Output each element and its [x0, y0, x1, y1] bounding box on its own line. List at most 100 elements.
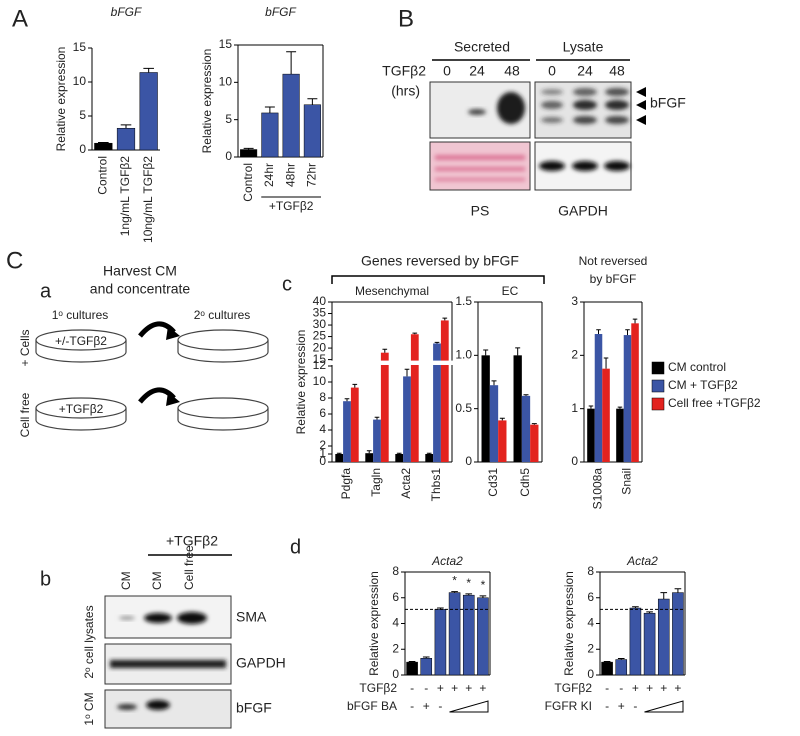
- band-label: GAPDH: [236, 655, 286, 671]
- y-tick-label: 2: [571, 348, 578, 362]
- bar: [261, 112, 279, 158]
- y-axis-label: Relative expression: [54, 47, 68, 152]
- chart-title: Mesenchymal: [355, 284, 429, 298]
- bar: [530, 424, 539, 462]
- chart-title: EC: [502, 284, 519, 298]
- chart-title: by bFGF: [590, 272, 637, 286]
- y-tick-label: 8: [319, 390, 326, 404]
- chart-title: Acta2: [431, 554, 463, 568]
- column-label: 1ᵒ cultures: [52, 308, 109, 322]
- y-tick-label: 15: [219, 37, 233, 51]
- error-bar: [596, 329, 601, 334]
- bracket: [331, 275, 545, 284]
- error-bar: [412, 332, 418, 335]
- bar: [395, 454, 404, 462]
- condition-sign: +: [479, 681, 486, 695]
- bar: [602, 368, 610, 462]
- western-blot-b: Secreted Lysate TGFβ2 (hrs) 0 24 48 0 24…: [382, 39, 686, 219]
- y-tick-label: 0.5: [455, 401, 472, 415]
- x-tick-label: 1ng/mL TGFβ2: [118, 156, 132, 237]
- error-bar: [374, 416, 380, 420]
- condition-sign: -: [424, 681, 428, 695]
- lane-label: CM: [119, 571, 133, 590]
- bar: [433, 343, 441, 462]
- band: [117, 704, 137, 710]
- band: [110, 660, 226, 668]
- lane-label: Cell free: [182, 545, 196, 590]
- bar: [425, 454, 434, 462]
- condition-sign: +: [423, 699, 430, 713]
- error-bar: [336, 452, 342, 454]
- arrowheads: [636, 87, 646, 125]
- y-tick-label: 10: [313, 374, 327, 388]
- panel-letter: A: [12, 5, 28, 32]
- bar: [481, 355, 490, 462]
- side-label: 2ᵒ cell lysates: [82, 605, 96, 678]
- group-label: +TGFβ2: [269, 199, 314, 213]
- bar: [448, 592, 461, 676]
- y-tick-label: 0: [392, 667, 399, 681]
- x-tick-label: Tagln: [369, 468, 383, 497]
- band-label: bFGF: [236, 700, 272, 716]
- y-tick-label: 0: [571, 454, 578, 468]
- bar: [406, 661, 418, 676]
- band: [177, 612, 207, 624]
- bar: [489, 385, 499, 462]
- bar: [615, 659, 628, 676]
- error-bar: [382, 348, 388, 353]
- error-bar: [408, 660, 416, 663]
- y-tick-label: 1: [319, 446, 326, 460]
- error-bar: [404, 368, 410, 377]
- y-tick-label: 0: [465, 454, 472, 468]
- condition-label: FGFR KI: [545, 699, 592, 713]
- y-axis-label: Relative expression: [562, 571, 576, 676]
- band-group: [539, 161, 630, 171]
- legend-swatch: [651, 379, 665, 393]
- treatment-label: +TGFβ2: [166, 533, 218, 549]
- condition-label: TGFβ2: [554, 681, 592, 695]
- condition-sign: +: [646, 681, 653, 695]
- error-bar: [632, 606, 639, 609]
- band: [497, 92, 525, 124]
- x-tick-label: Control: [241, 163, 255, 202]
- error-bar: [426, 452, 432, 454]
- bar: [303, 104, 321, 158]
- x-tick-label: Thbs1: [429, 468, 443, 502]
- y-tick-label: 12: [313, 358, 327, 372]
- dose-ramp: [644, 700, 684, 713]
- bar: [350, 387, 359, 462]
- y-tick-label: 4: [392, 616, 399, 630]
- error-bar: [523, 394, 529, 396]
- condition-sign: +: [451, 681, 458, 695]
- condition-sign: +: [618, 699, 625, 713]
- y-axis-label: Relative expression: [367, 571, 381, 676]
- band-group: [435, 155, 525, 181]
- condition-sign: -: [438, 699, 442, 713]
- bar: [643, 612, 656, 676]
- condition-label: TGFβ2: [359, 681, 397, 695]
- dishes: [35, 329, 269, 431]
- condition-sign: -: [605, 699, 609, 713]
- dish-label: +/-TGFβ2: [55, 334, 107, 348]
- axis-break: [326, 360, 454, 365]
- panel-letter: C: [6, 247, 23, 274]
- condition-sign: +: [632, 681, 639, 695]
- condition-sign: -: [619, 681, 623, 695]
- bar: [440, 320, 449, 462]
- bar: [410, 334, 419, 462]
- bar: [587, 408, 595, 462]
- side-label: 1ᵒ CM: [82, 692, 96, 725]
- x-tick-label: Cdh5: [518, 468, 532, 497]
- chart-title: bFGF: [111, 5, 142, 19]
- dose-ramp: [449, 700, 489, 713]
- lane-label: CM: [150, 571, 164, 590]
- bar: [629, 607, 642, 676]
- blot-header: Lysate: [563, 39, 604, 55]
- y-tick-label: 1.0: [455, 348, 472, 362]
- treatment-label: (hrs): [391, 83, 420, 99]
- y-tick-label: 8: [392, 564, 399, 578]
- y-tick-label: 6: [587, 590, 594, 604]
- condition-sign: -: [410, 699, 414, 713]
